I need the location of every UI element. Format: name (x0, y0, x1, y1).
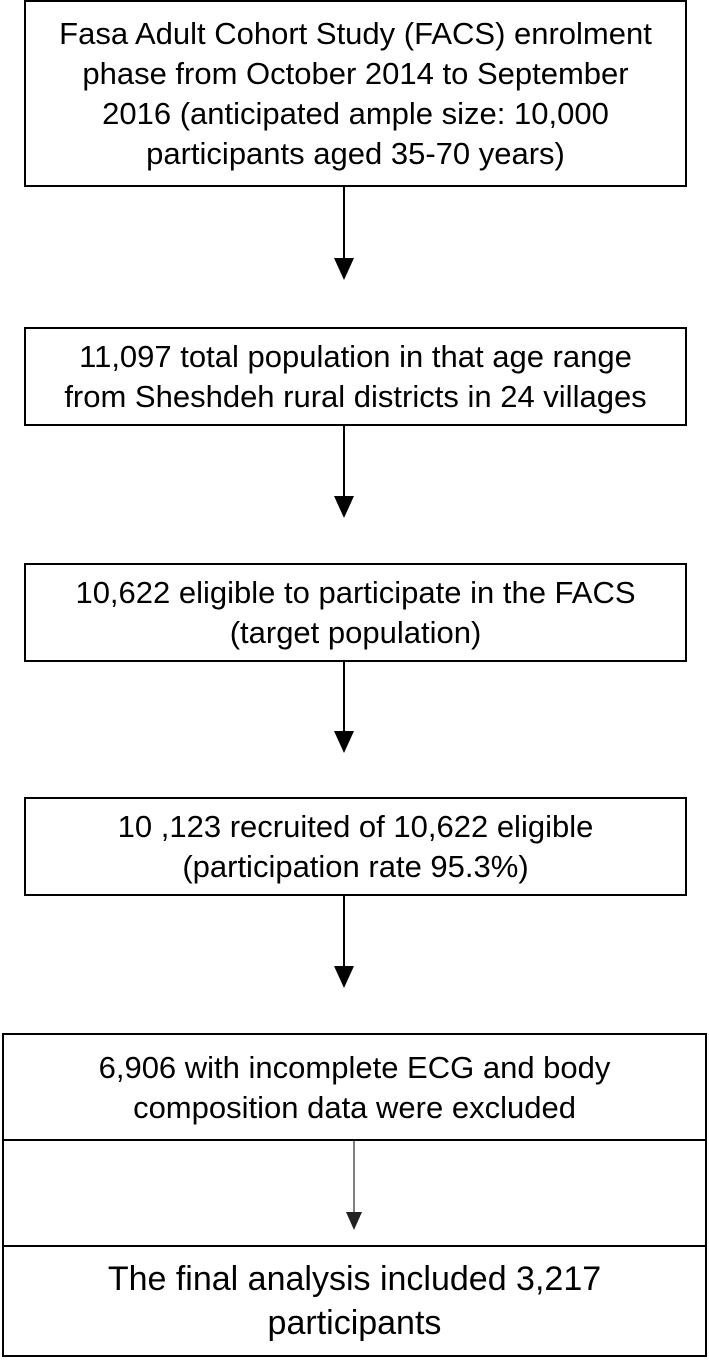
flow-box-enrolment: Fasa Adult Cohort Study (FACS) enrolment… (24, 0, 687, 187)
flow-box-connector-panel (2, 1139, 707, 1245)
arrow-2 (334, 426, 354, 518)
flow-box-excluded: 6,906 with incomplete ECG and body compo… (2, 1033, 707, 1141)
flow-box-final-analysis: The final analysis included 3,217 partic… (2, 1245, 707, 1357)
arrow-4 (334, 896, 354, 988)
flow-box-total-population-text: 11,097 total population in that age rang… (64, 338, 647, 414)
flow-box-recruited: 10 ,123 recruited of 10,622 eligible (pa… (24, 797, 687, 896)
flow-box-eligible-text: 10,622 eligible to participate in the FA… (75, 574, 636, 650)
flow-box-recruited-text: 10 ,123 recruited of 10,622 eligible (pa… (117, 808, 594, 884)
arrow-1 (334, 187, 354, 280)
flow-box-excluded-text: 6,906 with incomplete ECG and body compo… (98, 1050, 611, 1125)
flow-box-total-population: 11,097 total population in that age rang… (24, 327, 687, 426)
flow-box-final-analysis-text: The final analysis included 3,217 partic… (107, 1260, 602, 1342)
arrow-3 (334, 662, 354, 753)
flow-box-eligible: 10,622 eligible to participate in the FA… (24, 563, 687, 662)
flow-box-enrolment-text: Fasa Adult Cohort Study (FACS) enrolment… (59, 15, 652, 171)
